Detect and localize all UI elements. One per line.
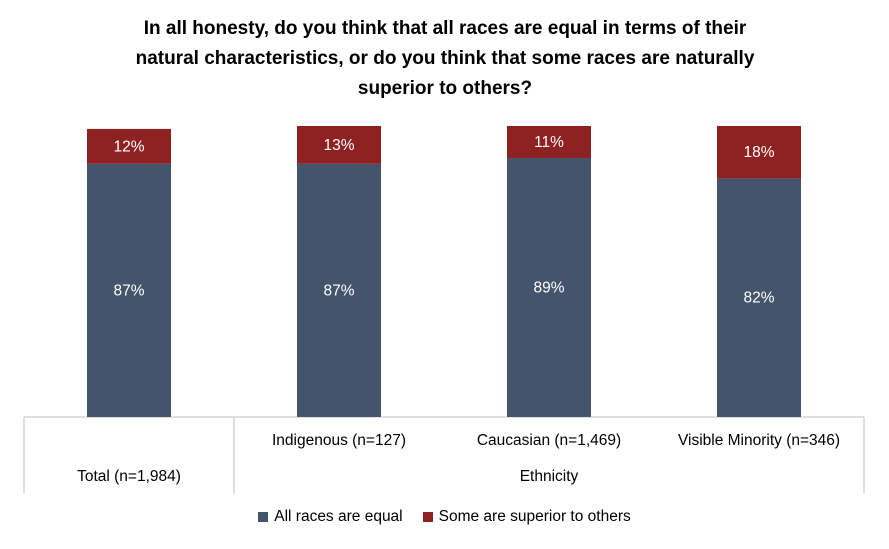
data-label-superior-1: 13% xyxy=(323,137,354,154)
data-label-equal-2: 89% xyxy=(533,280,564,297)
data-label-superior-0: 12% xyxy=(113,138,144,155)
category-label-total: Total (n=1,984) xyxy=(77,468,181,485)
legend-label-superior: Some are superior to others xyxy=(438,508,631,525)
title-line-3: superior to others? xyxy=(357,78,533,99)
bar-equal-2 xyxy=(507,158,591,417)
bar-equal-1 xyxy=(297,163,381,417)
category-label-indigenous: Indigenous (n=127) xyxy=(271,432,406,449)
bar-superior-1 xyxy=(297,126,381,164)
bar-equal-3 xyxy=(717,178,801,417)
bar-superior-2 xyxy=(507,126,591,159)
legend-item-superior: Some are superior to others xyxy=(422,508,631,526)
bar-superior-0 xyxy=(87,128,171,164)
legend-swatch-equal xyxy=(258,512,269,522)
legend-item-equal: All races are equal xyxy=(258,508,403,526)
data-label-equal-3: 82% xyxy=(743,290,774,307)
data-label-equal-0: 87% xyxy=(113,282,144,299)
category-label-caucasian: Caucasian (n=1,469) xyxy=(476,432,622,449)
data-label-superior-2: 11% xyxy=(534,134,564,151)
data-label-superior-3: 18% xyxy=(743,144,774,161)
title-line-2: natural characteristics, or do you think… xyxy=(135,48,755,69)
legend-swatch-superior xyxy=(422,512,433,522)
title-line-1: In all honesty, do you think that all ra… xyxy=(143,18,747,39)
group-label-ethnicity: Ethnicity xyxy=(519,468,579,485)
chart-title: In all honesty, do you think that all ra… xyxy=(80,14,810,104)
category-label-visible-minority: Visible Minority (n=346) xyxy=(677,432,841,449)
bar-equal-0 xyxy=(87,163,171,417)
legend-label-equal: All races are equal xyxy=(274,508,403,525)
legend: All races are equal Some are superior to… xyxy=(0,508,889,526)
bar-superior-3 xyxy=(717,126,801,179)
data-label-equal-1: 87% xyxy=(323,282,354,299)
